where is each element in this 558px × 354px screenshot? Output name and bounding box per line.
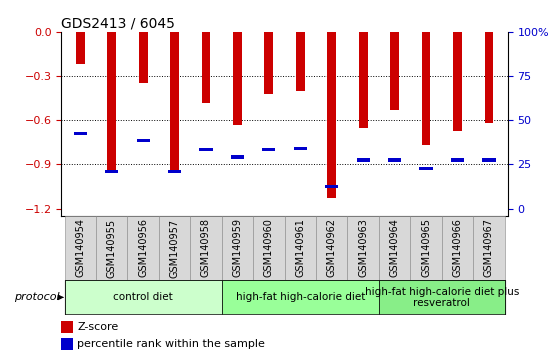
Bar xyxy=(127,216,159,280)
Text: GSM140962: GSM140962 xyxy=(327,218,336,278)
Text: GSM140955: GSM140955 xyxy=(107,218,117,278)
Text: GSM140966: GSM140966 xyxy=(453,218,463,278)
Text: GSM140960: GSM140960 xyxy=(264,218,274,278)
Bar xyxy=(233,32,242,125)
Text: GSM140967: GSM140967 xyxy=(484,218,494,278)
Bar xyxy=(253,216,285,280)
Text: GSM140958: GSM140958 xyxy=(201,218,211,278)
Bar xyxy=(139,32,147,84)
Bar xyxy=(482,158,496,161)
Bar xyxy=(65,280,222,314)
Bar xyxy=(262,148,276,151)
Bar xyxy=(453,32,462,131)
Text: protocol: protocol xyxy=(14,292,60,302)
Bar xyxy=(74,132,87,135)
Bar xyxy=(170,32,179,173)
Bar xyxy=(390,32,399,110)
Text: GSM140965: GSM140965 xyxy=(421,218,431,278)
Bar xyxy=(328,32,336,198)
Bar xyxy=(168,170,181,173)
Bar xyxy=(294,147,307,150)
Bar xyxy=(473,216,504,280)
Bar xyxy=(484,32,493,123)
Bar xyxy=(357,158,370,161)
Bar xyxy=(159,216,190,280)
Bar xyxy=(222,216,253,280)
Bar xyxy=(285,216,316,280)
Bar xyxy=(422,32,430,145)
Text: GSM140959: GSM140959 xyxy=(233,218,242,278)
Bar xyxy=(316,216,348,280)
Text: percentile rank within the sample: percentile rank within the sample xyxy=(77,339,265,349)
Bar xyxy=(199,148,213,151)
Bar xyxy=(76,32,85,64)
Bar xyxy=(359,32,368,127)
Bar xyxy=(96,216,127,280)
Bar xyxy=(379,216,410,280)
Bar xyxy=(348,216,379,280)
Text: GSM140954: GSM140954 xyxy=(75,218,85,278)
Text: control diet: control diet xyxy=(113,292,173,302)
Bar xyxy=(65,216,96,280)
Bar xyxy=(442,216,473,280)
Text: GSM140964: GSM140964 xyxy=(389,218,400,278)
Bar xyxy=(388,158,401,161)
Text: high-fat high-calorie diet: high-fat high-calorie diet xyxy=(235,292,365,302)
Text: GSM140956: GSM140956 xyxy=(138,218,148,278)
Bar xyxy=(264,32,273,94)
Bar xyxy=(231,155,244,159)
Text: high-fat high-calorie diet plus
resveratrol: high-fat high-calorie diet plus resverat… xyxy=(364,286,519,308)
Bar xyxy=(325,185,338,188)
Bar xyxy=(61,321,73,333)
Bar xyxy=(107,32,116,173)
Bar xyxy=(296,32,305,91)
Text: GSM140963: GSM140963 xyxy=(358,218,368,278)
Bar xyxy=(61,338,73,350)
Bar xyxy=(410,216,442,280)
Bar xyxy=(222,280,379,314)
Bar xyxy=(379,280,504,314)
Bar xyxy=(105,170,118,173)
Text: Z-score: Z-score xyxy=(77,322,118,332)
Bar xyxy=(137,139,150,142)
Bar xyxy=(420,167,432,170)
Text: GSM140957: GSM140957 xyxy=(170,218,180,278)
Bar xyxy=(190,216,222,280)
Text: GDS2413 / 6045: GDS2413 / 6045 xyxy=(61,17,175,31)
Text: GSM140961: GSM140961 xyxy=(295,218,305,278)
Bar xyxy=(201,32,210,103)
Bar xyxy=(451,158,464,161)
